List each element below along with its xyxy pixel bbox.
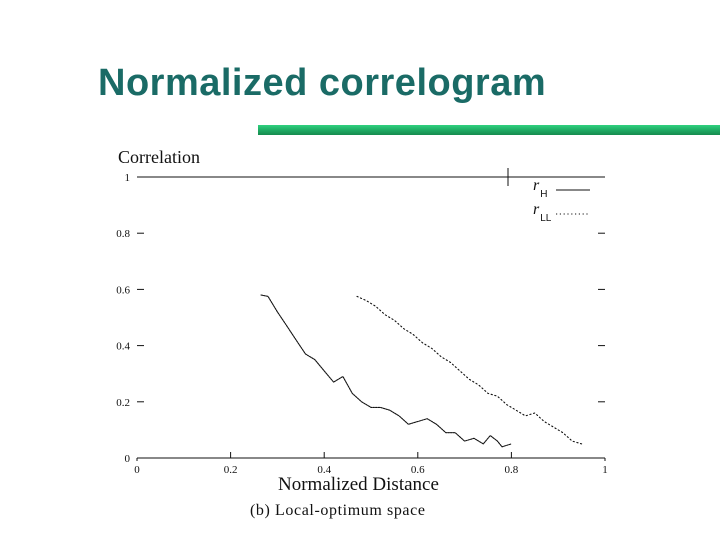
y-axis-label: Correlation	[118, 147, 200, 167]
series-line-rLL	[356, 295, 583, 445]
data-series	[260, 294, 583, 448]
axes: 0 0.2 0.4 0.6 0.8 1 0 0.2 0.4 0.6 0.8 1	[116, 172, 608, 476]
series-line-rH	[260, 294, 512, 448]
legend-label-rLL: rLL	[533, 201, 552, 224]
title-accent-bar	[258, 125, 720, 135]
x-tick-label: 0.2	[224, 464, 238, 476]
x-tick-label: 0.8	[505, 464, 519, 476]
chart-caption: (b) Local-optimum space	[250, 502, 426, 519]
y-tick-label: 0.8	[116, 228, 130, 240]
legend-label-rH: rH	[533, 177, 547, 200]
x-tick-label: 0.6	[411, 464, 425, 476]
x-tick-label: 0.4	[317, 464, 331, 476]
y-tick-label: 0.2	[116, 397, 130, 409]
axis-labels: Correlation Normalized Distance (b) Loca…	[118, 147, 439, 519]
y-tick-label: 1	[125, 172, 131, 184]
x-tick-label: 1	[602, 464, 608, 476]
slide-title: Normalized correlogram	[98, 62, 547, 104]
y-tick-label: 0	[125, 453, 131, 465]
x-tick-label: 0	[134, 464, 140, 476]
y-tick-label: 0.6	[116, 284, 130, 296]
x-axis-label: Normalized Distance	[278, 474, 439, 495]
y-tick-label: 0.4	[116, 341, 130, 353]
